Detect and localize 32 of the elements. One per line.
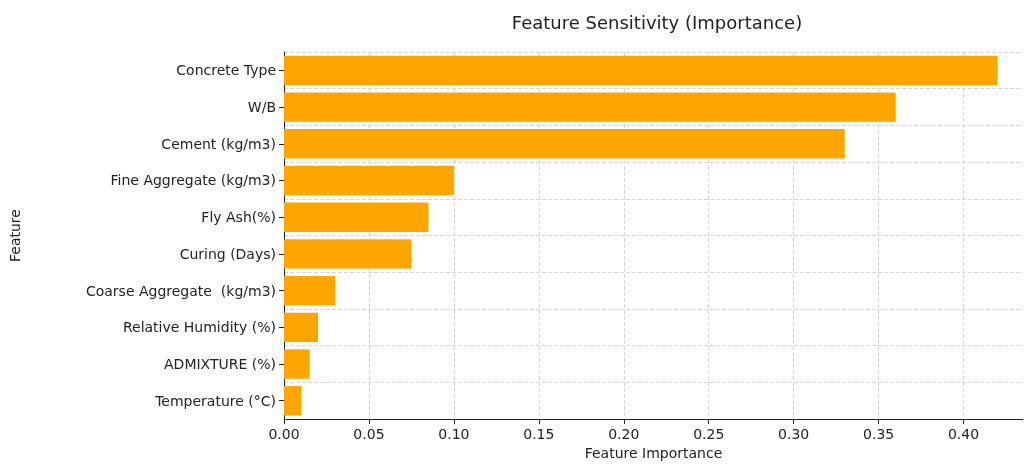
bar [284, 92, 896, 122]
x-tick-label: 0.20 [608, 426, 640, 443]
x-tick-label: 0.40 [947, 426, 980, 443]
bar [284, 275, 335, 306]
y-tick-label: ADMIXTURE (%) [164, 356, 276, 373]
x-tick-label: 0.30 [778, 426, 810, 443]
y-tick-label: Temperature (°C) [154, 392, 276, 409]
bar [284, 239, 412, 269]
y-tick-label: Relative Humidity (%) [122, 319, 276, 336]
x-tick-label: 0.15 [523, 426, 555, 443]
x-tick-label: 0.05 [353, 426, 385, 443]
y-tick-label: Cement (kg/m3) [161, 135, 276, 152]
bar [284, 165, 454, 196]
y-tick-label: Fly Ash(%) [201, 209, 276, 226]
bar [284, 312, 318, 343]
x-tick-label: 0.00 [268, 426, 300, 443]
chart-title: Feature Sensitivity (Importance) [511, 11, 803, 33]
y-tick-label: Curing (Days) [179, 245, 276, 262]
y-tick-label: Concrete Type [176, 62, 276, 79]
y-axis-title: Feature [7, 209, 23, 262]
y-tick-label: W/B [247, 99, 276, 116]
y-tick-label: Coarse Aggregate (kg/m3) [85, 282, 276, 299]
x-tick-label: 0.35 [863, 426, 895, 443]
bar [284, 55, 998, 86]
x-axis-title: Feature Importance [584, 445, 723, 461]
x-tick-label: 0.10 [438, 426, 470, 443]
x-tick-label: 0.25 [693, 426, 725, 443]
bar [284, 202, 429, 232]
y-tick-label: Fine Aggregate (kg/m3) [110, 172, 276, 189]
bar [284, 129, 845, 159]
bar [284, 386, 301, 416]
bar [284, 349, 310, 379]
